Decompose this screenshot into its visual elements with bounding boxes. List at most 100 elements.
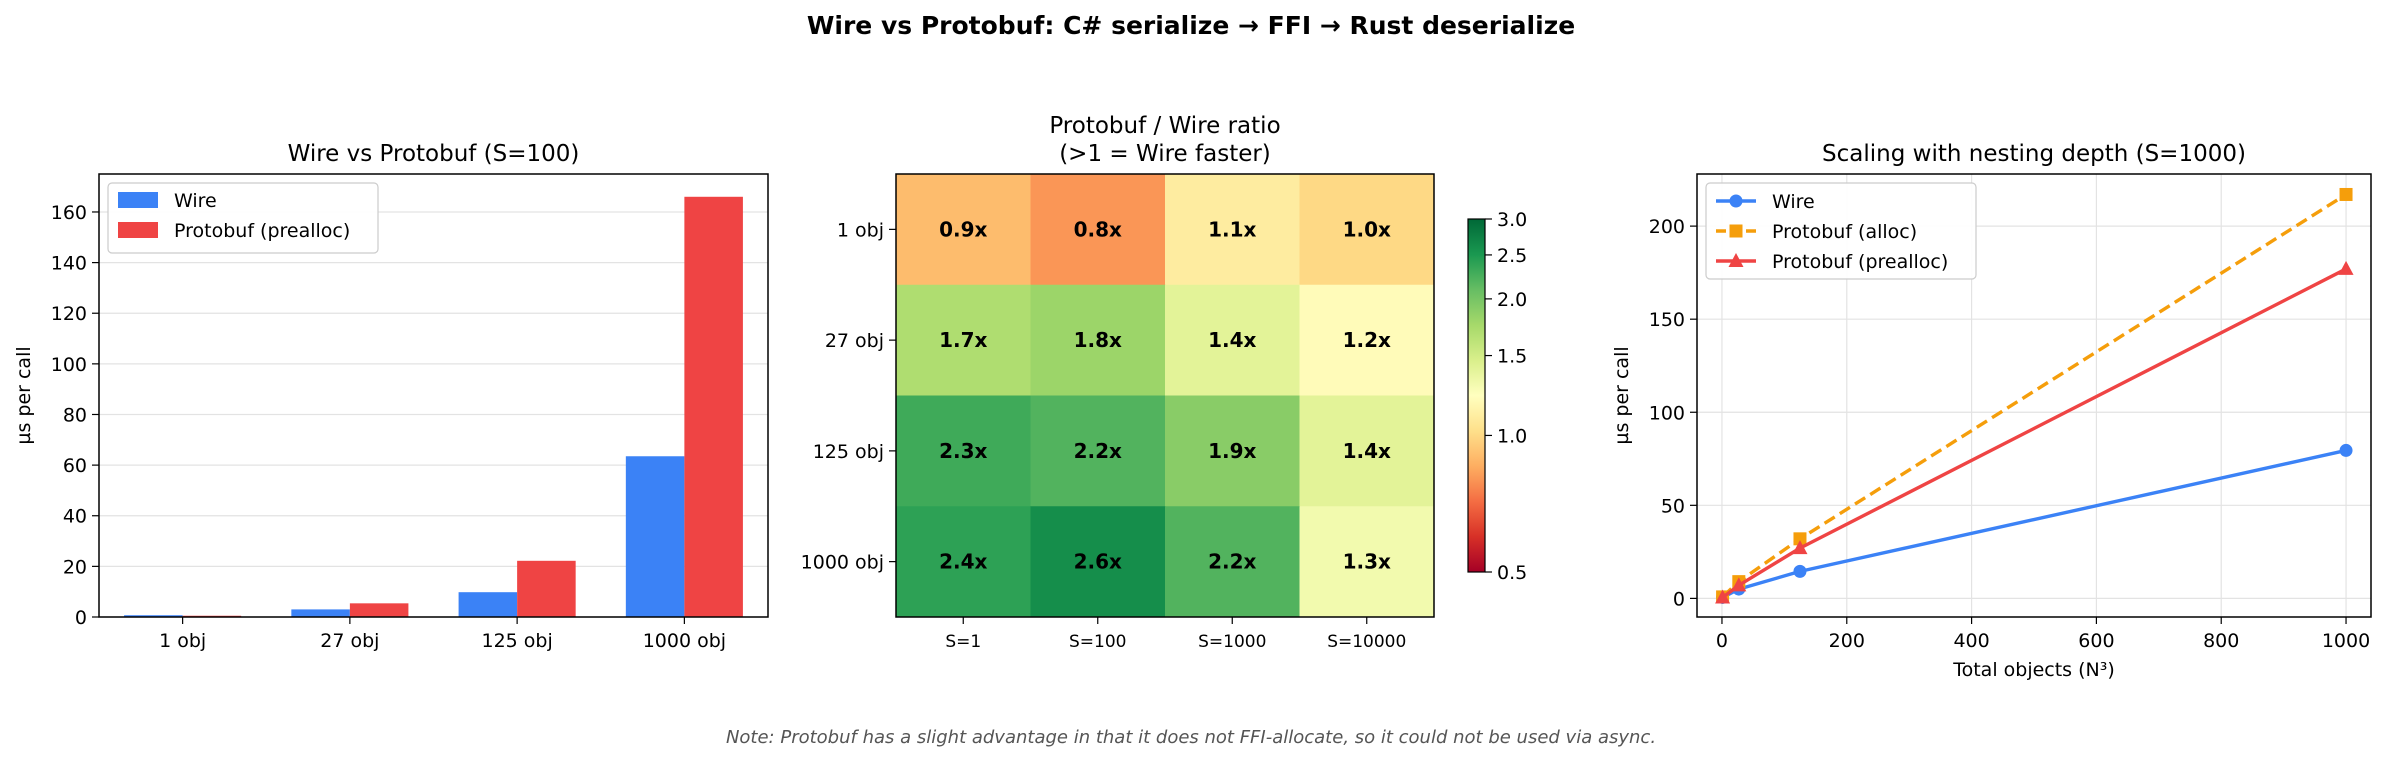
colorbar-tick-label: 2.5 bbox=[1497, 245, 1527, 267]
heatmap-cell bbox=[1299, 395, 1435, 507]
y-tick-label: 0 bbox=[1673, 588, 1685, 610]
data-point bbox=[1731, 577, 1747, 592]
cell-label: 1.3x bbox=[1343, 550, 1391, 574]
y-tick-label: 27 obj bbox=[825, 330, 884, 352]
bar bbox=[349, 603, 409, 617]
figure-note: Note: Protobuf has a slight advantage in… bbox=[726, 727, 1656, 748]
data-point bbox=[1729, 194, 1743, 208]
legend-box bbox=[107, 182, 379, 254]
figure-title: Wire vs Protobuf: C# serialize → FFI → R… bbox=[807, 11, 1575, 40]
series-line bbox=[1721, 448, 2347, 599]
y-tick-label: 200 bbox=[1649, 216, 1685, 238]
cell-label: 2.2x bbox=[1208, 550, 1256, 574]
cell-label: 2.6x bbox=[1074, 550, 1122, 574]
y-axis-label: µs per call bbox=[1611, 346, 1633, 444]
bar bbox=[458, 592, 518, 617]
y-tick-label: 140 bbox=[51, 253, 87, 275]
data-point bbox=[1729, 224, 1743, 238]
heatmap-cell bbox=[896, 506, 1031, 618]
data-point bbox=[1792, 540, 1808, 555]
data-point bbox=[2338, 260, 2354, 275]
legend: Wire Protobuf (alloc) Protobuf (prealloc) bbox=[1705, 182, 1977, 280]
series-line bbox=[1721, 193, 2347, 599]
y-tick-label: 20 bbox=[63, 556, 87, 578]
data-point bbox=[1793, 532, 1807, 546]
cell-label: 1.7x bbox=[939, 328, 987, 352]
legend-swatch bbox=[118, 192, 158, 208]
cell-label: 1.9x bbox=[1208, 439, 1256, 463]
x-axis-label: Total objects (N³) bbox=[1952, 659, 2115, 681]
y-tick-label: 160 bbox=[51, 202, 87, 224]
colorbar bbox=[1467, 218, 1486, 573]
y-tick-label: 1 obj bbox=[837, 219, 884, 241]
x-tick-label: S=10000 bbox=[1327, 632, 1406, 652]
bar-chart: 0 20 40 60 80 100 120 140 160 1 obj 27 obj 125 obj 1… bbox=[13, 141, 769, 652]
heatmap-cell bbox=[1165, 284, 1300, 396]
legend-label: Wire bbox=[174, 190, 217, 212]
x-tick-label: 0 bbox=[1716, 630, 1728, 652]
legend-label: Protobuf (prealloc) bbox=[1772, 251, 1948, 273]
data-point bbox=[1728, 253, 1744, 267]
cell-label: 2.2x bbox=[1074, 439, 1122, 463]
legend-label: Protobuf (alloc) bbox=[1772, 221, 1917, 243]
heatmap-cell bbox=[1030, 174, 1166, 286]
heatmap-cell bbox=[896, 174, 1031, 286]
heatmap-cell bbox=[1165, 506, 1300, 618]
bar bbox=[625, 456, 685, 617]
x-tick-label: S=1000 bbox=[1198, 632, 1266, 652]
x-tick-label: S=1 bbox=[945, 632, 981, 652]
colorbar-tick-label: 2.0 bbox=[1497, 289, 1527, 311]
y-tick-label: 120 bbox=[51, 303, 87, 325]
heatmap-cell bbox=[896, 395, 1031, 507]
colorbar-tick-label: 1.0 bbox=[1497, 425, 1527, 447]
cell-label: 1.4x bbox=[1343, 439, 1391, 463]
colorbar-tick-label: 3.0 bbox=[1497, 209, 1527, 231]
heatmap-cell bbox=[1165, 174, 1300, 286]
cell-label: 0.8x bbox=[1074, 217, 1122, 241]
heatmap-cell bbox=[1299, 284, 1435, 396]
y-tick-label: 0 bbox=[75, 607, 87, 629]
x-tick-label: 125 obj bbox=[481, 630, 552, 652]
chart-title: Wire vs Protobuf (S=100) bbox=[288, 141, 580, 167]
chart-title: Protobuf / Wire ratio bbox=[1049, 113, 1280, 139]
plot-frame bbox=[895, 173, 1435, 618]
x-tick-label: 1000 obj bbox=[643, 630, 726, 652]
y-tick-label: 60 bbox=[63, 455, 87, 477]
colorbar-tick-label: 1.5 bbox=[1497, 346, 1527, 368]
plot-frame bbox=[1696, 173, 2372, 618]
data-point bbox=[1793, 564, 1807, 578]
legend-label: Wire bbox=[1772, 191, 1815, 213]
bar bbox=[684, 196, 743, 618]
y-tick-label: 125 obj bbox=[813, 441, 884, 463]
chart-subtitle: (>1 = Wire faster) bbox=[1059, 141, 1271, 167]
x-tick-label: 800 bbox=[2203, 630, 2239, 652]
y-tick-label: 40 bbox=[63, 506, 87, 528]
plot-frame bbox=[98, 173, 769, 618]
legend-swatch bbox=[118, 222, 158, 238]
cell-label: 1.1x bbox=[1208, 217, 1256, 241]
y-tick-label: 100 bbox=[51, 354, 87, 376]
data-point bbox=[1715, 589, 1731, 604]
cell-label: 2.3x bbox=[939, 439, 987, 463]
line-chart: 0 200 400 600 800 1000 0 50 100 150 200 Scaling wit… bbox=[1611, 141, 2372, 681]
y-axis-label: µs per call bbox=[13, 346, 35, 444]
heatmap-cell bbox=[1030, 284, 1166, 396]
data-point bbox=[2339, 443, 2353, 457]
x-tick-label: 600 bbox=[2078, 630, 2114, 652]
cell-label: 1.4x bbox=[1208, 328, 1256, 352]
y-tick-label: 1000 obj bbox=[801, 552, 884, 574]
cell-label: 1.8x bbox=[1074, 328, 1122, 352]
cell-label: 0.9x bbox=[939, 217, 987, 241]
heatmap-cell bbox=[1299, 174, 1435, 286]
chart-title: Scaling with nesting depth (S=1000) bbox=[1822, 141, 2246, 167]
legend-box bbox=[1705, 182, 1977, 280]
legend: Wire Protobuf (prealloc) bbox=[107, 182, 379, 254]
colorbar-tick-label: 0.5 bbox=[1497, 562, 1527, 584]
x-tick-label: S=100 bbox=[1069, 632, 1126, 652]
bar bbox=[517, 560, 576, 617]
heatmap-cell bbox=[1165, 395, 1300, 507]
cell-label: 1.2x bbox=[1343, 328, 1391, 352]
y-tick-label: 50 bbox=[1661, 495, 1685, 517]
cell-label: 1.0x bbox=[1343, 217, 1391, 241]
y-tick-label: 100 bbox=[1649, 402, 1685, 424]
